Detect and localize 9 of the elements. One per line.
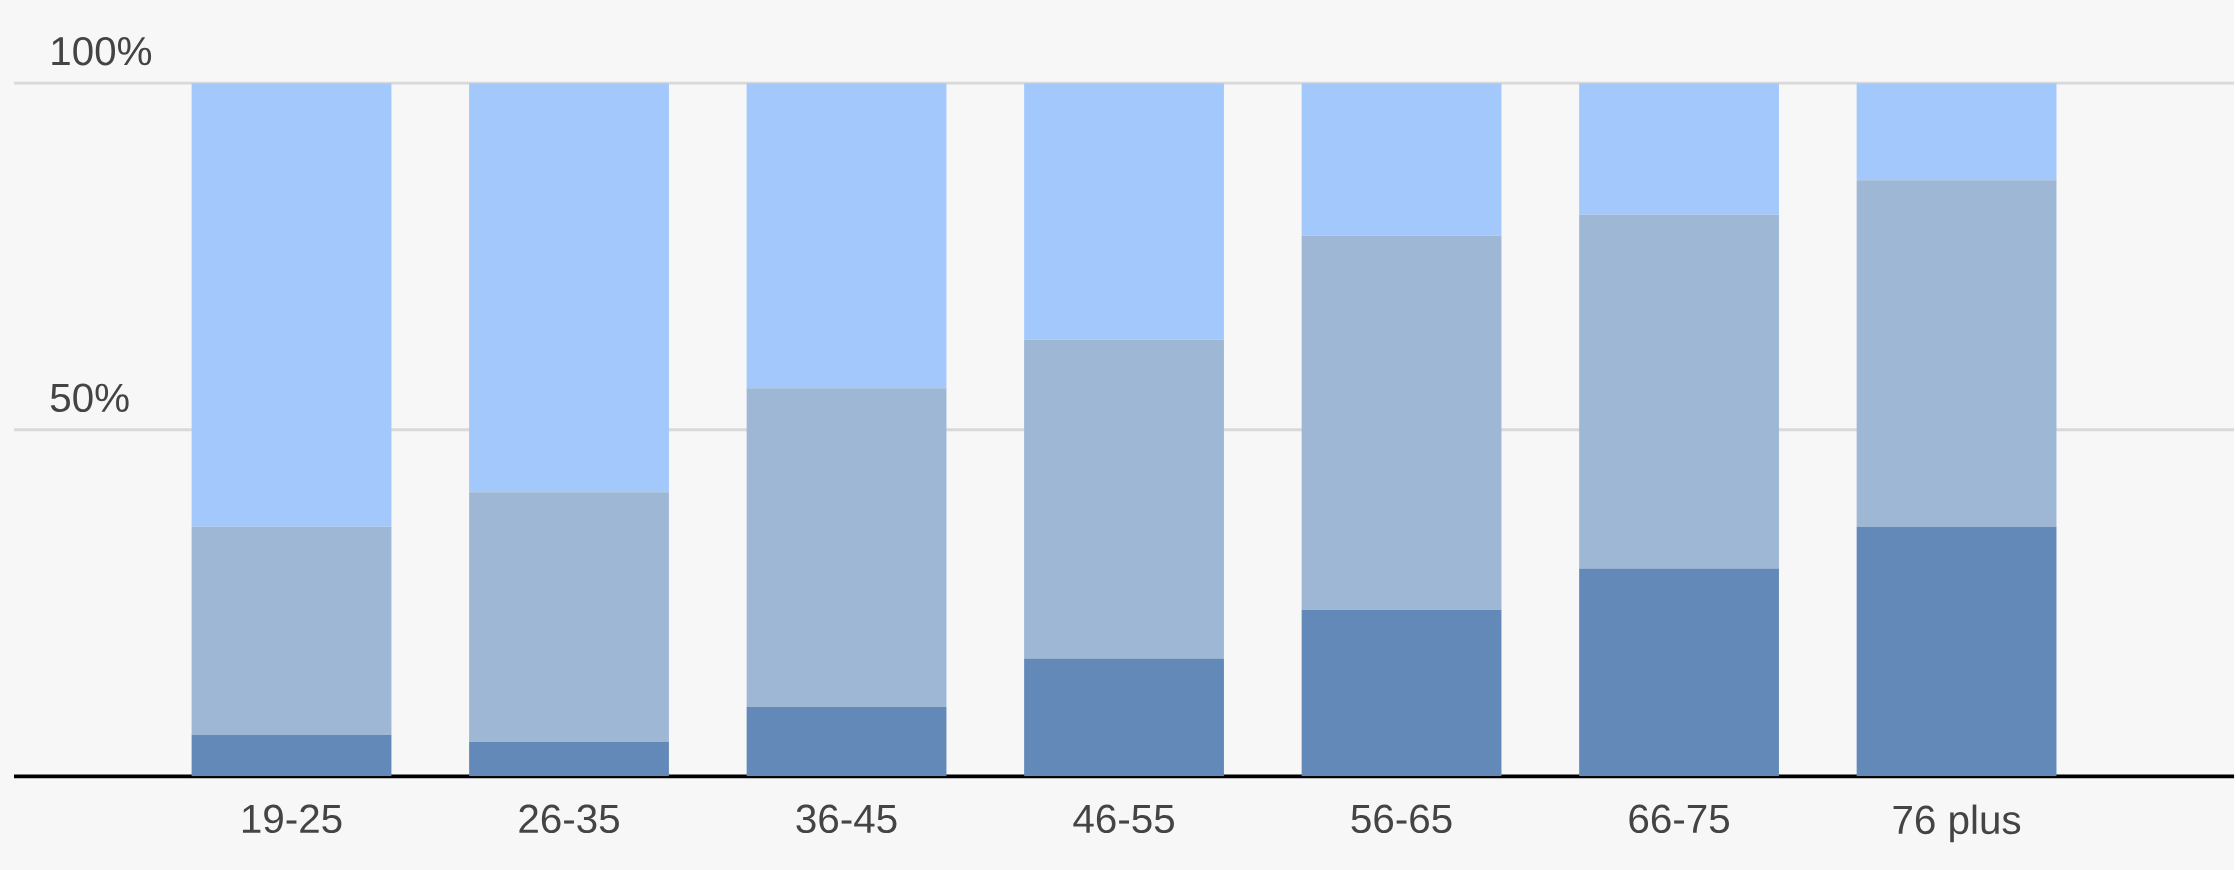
x-tick-label: 76 plus [1893, 804, 2021, 843]
x-tick-label: 66-75 [1629, 804, 1729, 833]
x-tick-label: 26-35 [519, 804, 619, 833]
x-tick-label: 36-45 [796, 804, 897, 833]
x-tick-label: 46-55 [1073, 804, 1174, 833]
x-tick-label: 19-25 [242, 804, 342, 833]
y-tick-label: 50% [50, 383, 129, 412]
x-tick-label: 56-65 [1351, 804, 1452, 833]
y-tick-label: 100% [52, 36, 152, 66]
